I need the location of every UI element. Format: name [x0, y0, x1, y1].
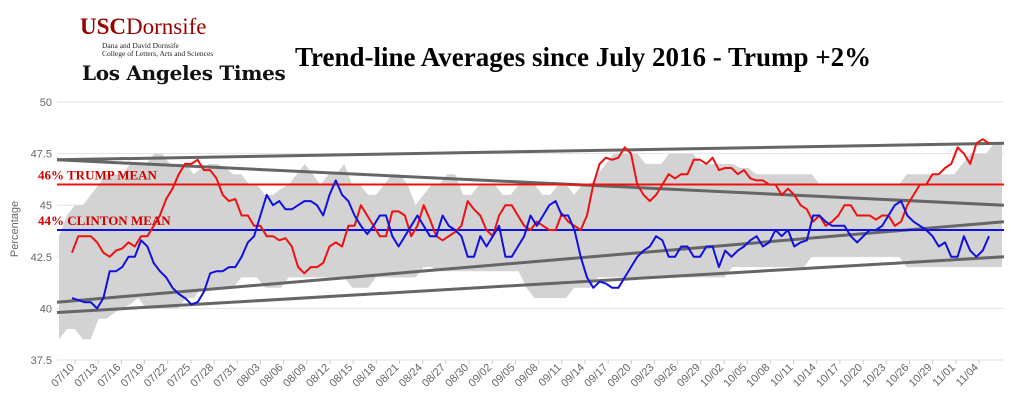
y-tick-label: 45 — [40, 200, 52, 212]
chart-title: Trend-line Averages since July 2016 - Tr… — [295, 42, 872, 72]
x-tick-label: 09/08 — [513, 362, 541, 390]
x-tick-label: 10/08 — [745, 362, 773, 390]
x-tick-label: 09/05 — [490, 362, 518, 390]
x-tick-label: 08/15 — [327, 362, 355, 390]
x-tick-label: 09/02 — [466, 362, 494, 390]
x-tick-label: 08/09 — [281, 362, 309, 390]
x-tick-label: 11/04 — [954, 362, 981, 389]
x-tick-label: 07/31 — [211, 362, 239, 390]
trend-line — [56, 255, 1005, 315]
x-tick-label: 10/02 — [698, 362, 726, 390]
trump-mean-label: 46% TRUMP MEAN — [38, 168, 158, 183]
series-lines — [71, 138, 990, 310]
x-tick-label: 08/06 — [258, 362, 286, 390]
x-tick-label: 08/27 — [420, 362, 448, 390]
x-tick-label: 10/23 — [860, 362, 888, 390]
x-tick-label: 10/14 — [791, 362, 819, 390]
x-tick-label: 09/29 — [675, 362, 703, 390]
x-tick-label: 07/22 — [142, 362, 170, 390]
x-tick-label: 11/01 — [931, 362, 958, 389]
x-tick-label: 07/25 — [165, 362, 193, 390]
x-tick-label: 10/20 — [837, 362, 865, 390]
x-tick-label: 09/14 — [559, 362, 587, 390]
los-angeles-times-wordmark: Los Angeles Times — [82, 61, 286, 85]
y-tick-label: 47.5 — [31, 149, 52, 161]
x-tick-label: 10/26 — [884, 362, 912, 390]
x-tick-label: 10/29 — [907, 362, 935, 390]
x-tick-label: 09/20 — [605, 362, 633, 390]
x-tick-label: 09/11 — [537, 362, 564, 389]
trend-line — [56, 158, 1005, 207]
series-line-clinton — [71, 179, 990, 310]
y-axis: 37.5 40 42.5 45 47.5 50 — [31, 97, 52, 367]
y-tick-label: 37.5 — [31, 355, 52, 367]
logo-line-2: College of Letters, Arts and Sciences — [102, 49, 214, 58]
confidence-band — [59, 143, 1002, 340]
x-tick-label: 07/10 — [49, 362, 77, 390]
x-tick-label: 08/12 — [304, 362, 332, 390]
x-tick-label: 09/26 — [652, 362, 680, 390]
y-tick-label: 40 — [40, 303, 52, 315]
x-tick-label: 07/19 — [119, 362, 147, 390]
confidence-band-area — [59, 143, 1002, 340]
x-tick-label: 08/18 — [350, 362, 378, 390]
x-tick-label: 08/24 — [397, 362, 425, 390]
y-tick-label: 42.5 — [31, 252, 52, 264]
x-tick-label: 08/21 — [374, 362, 402, 390]
x-tick-label: 08/03 — [235, 362, 263, 390]
trend-line — [56, 141, 1005, 162]
x-tick-label: 09/23 — [629, 362, 657, 390]
usc-dornsife-latimes-logo: USCDornsife Dana and David Dornsife Coll… — [80, 14, 286, 94]
x-tick-label: 07/28 — [188, 362, 216, 390]
trend-lines — [56, 141, 1005, 315]
y-axis-title: Percentage — [9, 201, 21, 257]
x-tick-label: 10/17 — [814, 362, 842, 390]
mean-labels: 46% TRUMP MEAN 44% CLINTON MEAN — [38, 168, 171, 228]
logo-line-1: Dana and David Dornsife — [102, 41, 179, 50]
x-tick-label: 07/16 — [96, 362, 124, 390]
x-tick-label: 10/11 — [768, 362, 795, 389]
x-tick-label: 07/13 — [72, 362, 100, 390]
x-tick-label: 09/17 — [582, 362, 610, 390]
usc-dornsife-wordmark: USCDornsife — [80, 14, 207, 39]
x-axis: 07/1007/1307/1607/1907/2207/2507/2807/31… — [49, 360, 981, 390]
trend-line — [56, 220, 1005, 304]
y-tick-label: 50 — [40, 97, 52, 109]
x-tick-label: 08/30 — [443, 362, 471, 390]
clinton-mean-label: 44% CLINTON MEAN — [38, 213, 171, 228]
x-tick-label: 10/05 — [721, 362, 749, 390]
series-line-trump — [71, 138, 990, 275]
